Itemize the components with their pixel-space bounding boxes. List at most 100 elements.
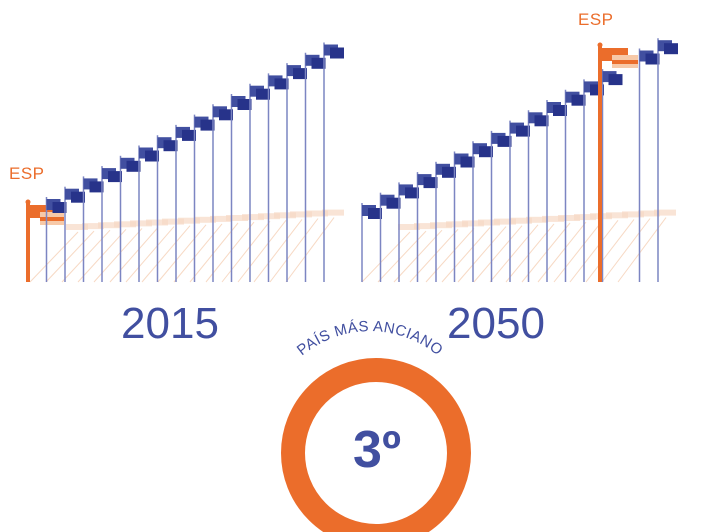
shadow-flag [558, 215, 580, 221]
esp-flag-finial [597, 42, 603, 48]
shadow-line [569, 219, 619, 283]
shadow-flag [242, 214, 264, 221]
shadow-flag [274, 212, 296, 219]
shadow-flag [654, 209, 676, 216]
shadow-line [441, 227, 491, 283]
shadow-flag [622, 211, 644, 218]
flag-icon [330, 47, 344, 59]
flag-icon [89, 181, 104, 193]
shadow-line [521, 222, 571, 283]
shadow-line [473, 225, 523, 283]
flag-icon [442, 166, 456, 178]
shadow-line [173, 223, 223, 283]
flag-icon [516, 125, 530, 137]
shadow-flag [130, 220, 152, 227]
shadow-flag [398, 224, 420, 230]
shadow-flag [574, 214, 596, 221]
flag-icon [405, 187, 419, 199]
shadow-line [253, 219, 303, 283]
esp-flag-stripe [612, 60, 638, 64]
esp-flag-stripe [40, 217, 64, 221]
shadow-line [205, 221, 255, 283]
flag-icon [200, 119, 215, 131]
shadow-flag [306, 210, 328, 217]
shadow-flag [178, 217, 200, 224]
shadow-line [585, 219, 635, 283]
rank-number: 3º [353, 421, 401, 479]
shadow-flag [510, 217, 532, 224]
shadow-line [269, 218, 319, 283]
shadow-flag [162, 218, 184, 225]
shadow-line [237, 219, 287, 283]
shadow-flag [478, 219, 500, 226]
shadow-flag [414, 223, 436, 230]
esp-label-2050: ESP [578, 10, 614, 29]
shadow-line [93, 228, 143, 283]
flag-icon [479, 146, 493, 158]
shadow-line [361, 231, 411, 283]
shadow-line [553, 220, 603, 283]
shadow-flag [446, 221, 468, 228]
shadow-flag [226, 215, 248, 221]
shadow-line [125, 226, 175, 283]
flag-icon [108, 171, 122, 183]
shadow-line [141, 225, 191, 283]
shadow-line [457, 226, 507, 283]
shadow-line [189, 222, 239, 283]
flag-icon [553, 105, 567, 116]
shadow-flag [194, 216, 216, 223]
flag-icon [52, 202, 67, 213]
shadow-line [505, 223, 555, 283]
shadow-flag [114, 221, 136, 228]
flag-icon [423, 177, 438, 189]
flag-icon [571, 94, 586, 106]
shadow-line [61, 229, 111, 283]
shadow-line [45, 230, 95, 283]
shadow-line [109, 227, 159, 283]
flag-icon [145, 150, 159, 162]
flag-icon [256, 88, 270, 100]
flag-icon [368, 208, 382, 219]
flag-icon [608, 74, 623, 86]
shadow-flag [66, 224, 88, 230]
flag-icon [311, 57, 326, 69]
flag-icon [645, 53, 660, 65]
esp-label-2015: ESP [9, 164, 45, 183]
shadow-line [285, 217, 335, 283]
flag-icon [71, 191, 85, 203]
flag-icon [664, 43, 678, 55]
shadow-line [29, 231, 79, 283]
flag-icon [590, 84, 604, 96]
shadow-flag [606, 212, 628, 219]
shadow-flag [494, 218, 516, 225]
shadow-flag [322, 209, 344, 216]
flag-icon [497, 135, 512, 147]
flag-icon [126, 160, 141, 172]
flag-icon [182, 129, 196, 141]
flag-icon [386, 197, 401, 209]
shadow-flag [82, 223, 104, 230]
shadow-flag [638, 210, 660, 217]
flag-icon [237, 99, 252, 110]
shadow-flag [290, 211, 312, 218]
shadow-line [617, 217, 667, 283]
shadow-line [221, 220, 271, 283]
shadow-line [157, 224, 207, 283]
shadow-line [537, 221, 587, 283]
shadow-line [489, 224, 539, 283]
shadow-flag [526, 216, 548, 223]
flag-icon [274, 78, 289, 90]
shadow-flag [430, 222, 452, 229]
year-label-2050: 2050 [447, 299, 545, 348]
shadow-line [425, 228, 475, 283]
flag-icon [163, 140, 178, 152]
shadow-flag [98, 222, 120, 229]
esp-flag-finial [25, 199, 31, 205]
year-label-2015: 2015 [121, 299, 219, 348]
shadow-line [601, 218, 651, 283]
flag-icon [460, 156, 475, 168]
flag-icon [293, 68, 307, 80]
shadow-flag [542, 215, 564, 222]
shadow-line [377, 230, 427, 283]
